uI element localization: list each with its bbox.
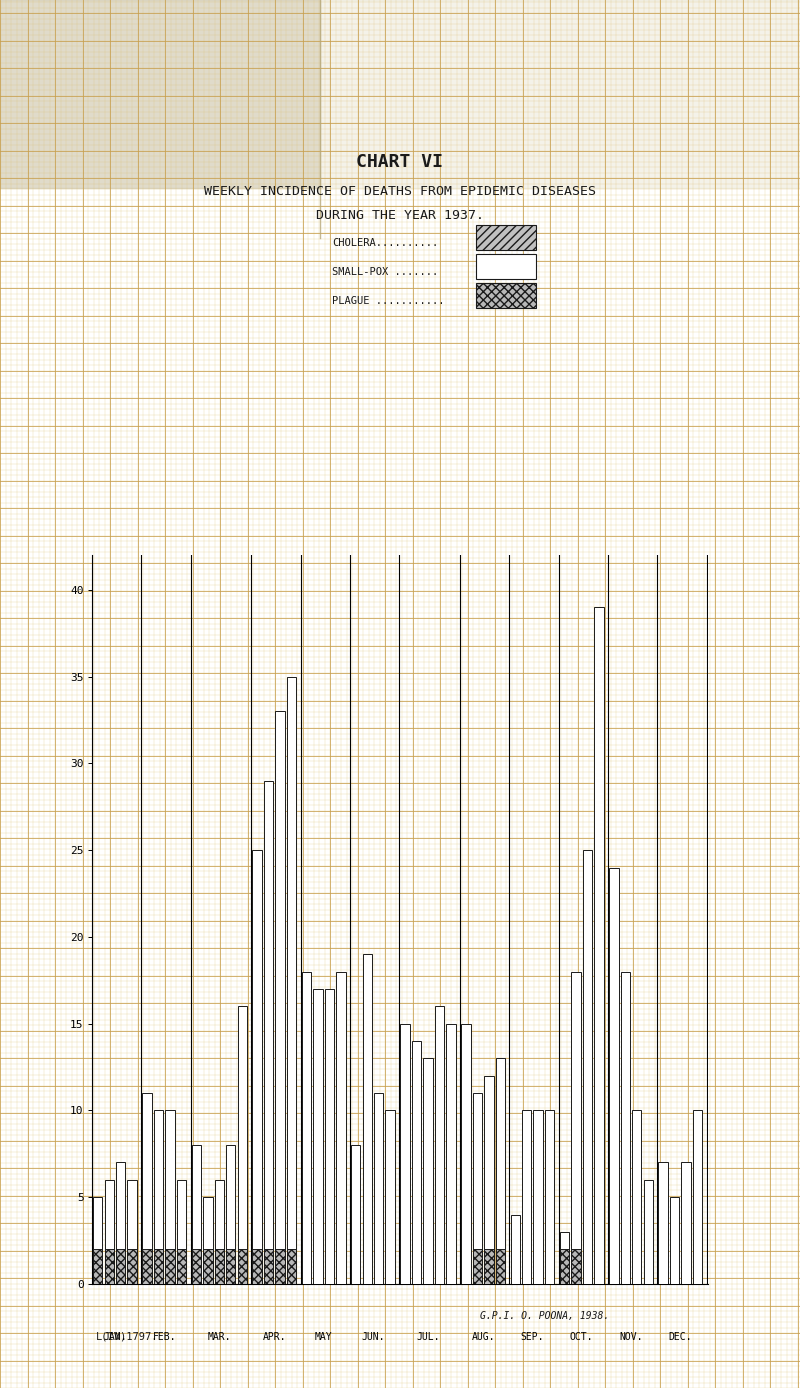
- Text: JUN.: JUN.: [362, 1332, 385, 1342]
- Bar: [412, 1041, 422, 1284]
- Bar: [302, 972, 311, 1284]
- Text: OCT.: OCT.: [570, 1332, 594, 1342]
- Bar: [632, 1110, 642, 1284]
- Text: G.P.I. O. POONA, 1938.: G.P.I. O. POONA, 1938.: [480, 1310, 610, 1321]
- Text: MAR.: MAR.: [207, 1332, 231, 1342]
- Bar: [264, 781, 274, 1284]
- Text: FEB.: FEB.: [153, 1332, 176, 1342]
- Bar: [177, 1249, 186, 1284]
- Bar: [238, 1249, 247, 1284]
- Bar: [116, 1249, 126, 1284]
- Bar: [693, 1110, 702, 1284]
- Bar: [658, 1163, 668, 1284]
- Bar: [351, 1145, 361, 1284]
- Bar: [105, 1180, 114, 1284]
- Bar: [423, 1059, 433, 1284]
- Bar: [643, 1180, 653, 1284]
- Bar: [571, 1249, 581, 1284]
- Text: MAY: MAY: [315, 1332, 333, 1342]
- Bar: [226, 1145, 235, 1284]
- Bar: [116, 1163, 126, 1284]
- Bar: [166, 1249, 174, 1284]
- Bar: [446, 1024, 456, 1284]
- Text: CHART VI: CHART VI: [357, 154, 443, 171]
- Text: JAN.: JAN.: [103, 1332, 126, 1342]
- Text: DEC.: DEC.: [669, 1332, 692, 1342]
- Bar: [571, 972, 581, 1284]
- Bar: [142, 1249, 152, 1284]
- Bar: [325, 990, 334, 1284]
- Bar: [166, 1110, 174, 1284]
- Bar: [177, 1180, 186, 1284]
- Text: SMALL-POX .......: SMALL-POX .......: [332, 266, 438, 278]
- Bar: [621, 972, 630, 1284]
- Text: SEP.: SEP.: [521, 1332, 544, 1342]
- Bar: [214, 1249, 224, 1284]
- Bar: [560, 1233, 570, 1284]
- Bar: [226, 1249, 235, 1284]
- Bar: [127, 1249, 137, 1284]
- Bar: [105, 1249, 114, 1284]
- Text: CHOLERA..........: CHOLERA..........: [332, 237, 438, 248]
- Bar: [287, 1249, 296, 1284]
- Bar: [560, 1249, 570, 1284]
- Text: PLAGUE ...........: PLAGUE ...........: [332, 296, 445, 307]
- Bar: [682, 1163, 690, 1284]
- Bar: [386, 1110, 395, 1284]
- Bar: [192, 1145, 201, 1284]
- Bar: [594, 608, 604, 1284]
- Bar: [495, 1249, 505, 1284]
- Bar: [287, 677, 296, 1284]
- Bar: [435, 1006, 444, 1284]
- Bar: [203, 1196, 213, 1284]
- Bar: [534, 1110, 543, 1284]
- Bar: [238, 1006, 247, 1284]
- Text: NOV.: NOV.: [619, 1332, 642, 1342]
- Bar: [522, 1110, 531, 1284]
- Bar: [127, 1180, 137, 1284]
- Bar: [609, 868, 618, 1284]
- Bar: [670, 1196, 679, 1284]
- Bar: [214, 1180, 224, 1284]
- Bar: [473, 1249, 482, 1284]
- Text: APR.: APR.: [262, 1332, 286, 1342]
- Bar: [93, 1249, 102, 1284]
- Bar: [192, 1249, 201, 1284]
- Bar: [461, 1024, 470, 1284]
- Bar: [484, 1249, 494, 1284]
- Text: WEEKLY INCIDENCE OF DEATHS FROM EPIDEMIC DISEASES: WEEKLY INCIDENCE OF DEATHS FROM EPIDEMIC…: [204, 185, 596, 198]
- Bar: [264, 1249, 274, 1284]
- Bar: [154, 1249, 163, 1284]
- Bar: [275, 1249, 285, 1284]
- Bar: [510, 1214, 520, 1284]
- Bar: [203, 1249, 213, 1284]
- Bar: [495, 1059, 505, 1284]
- Text: AUG.: AUG.: [471, 1332, 495, 1342]
- Bar: [374, 1094, 383, 1284]
- Bar: [362, 955, 372, 1284]
- Bar: [401, 1024, 410, 1284]
- Bar: [253, 1249, 262, 1284]
- Bar: [253, 849, 262, 1284]
- Bar: [545, 1110, 554, 1284]
- Bar: [142, 1094, 152, 1284]
- Text: DURING THE YEAR 1937.: DURING THE YEAR 1937.: [316, 208, 484, 222]
- Bar: [154, 1110, 163, 1284]
- Bar: [484, 1076, 494, 1284]
- Text: JUL.: JUL.: [416, 1332, 440, 1342]
- Text: L(IV)1797.: L(IV)1797.: [96, 1331, 158, 1342]
- Bar: [314, 990, 322, 1284]
- Bar: [93, 1196, 102, 1284]
- Bar: [336, 972, 346, 1284]
- Bar: [473, 1094, 482, 1284]
- Bar: [582, 849, 592, 1284]
- Bar: [275, 712, 285, 1284]
